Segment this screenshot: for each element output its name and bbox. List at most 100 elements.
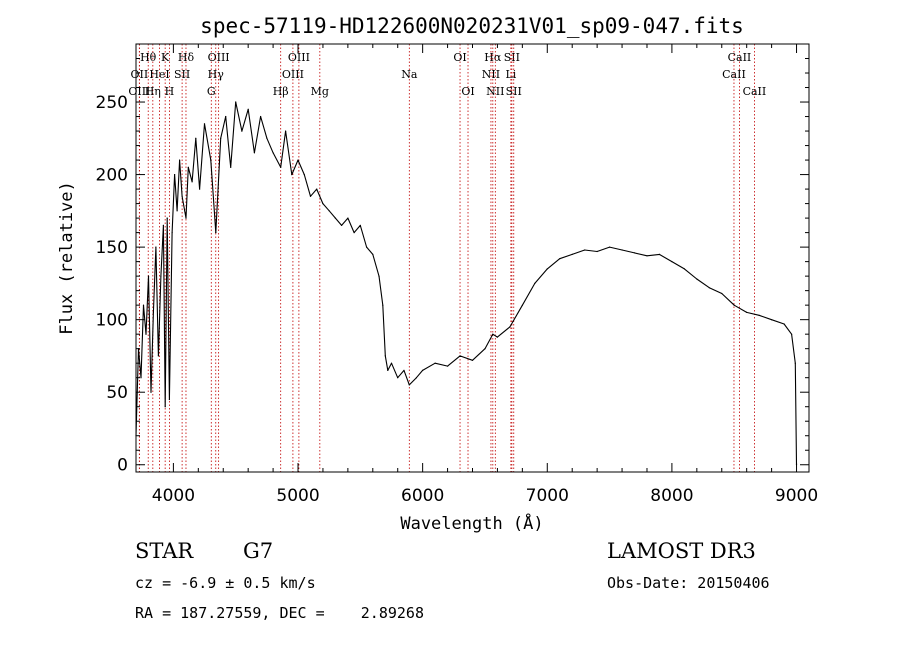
y-axis-label: Flux (relative) xyxy=(57,181,77,335)
spectrum-point xyxy=(280,166,282,168)
spectrum-point xyxy=(633,252,636,254)
spectrum-point xyxy=(471,359,474,361)
spectrum-point xyxy=(297,159,299,161)
y-tick-label: 0 xyxy=(117,456,128,476)
spectrum-point xyxy=(384,355,386,357)
spectrum-point xyxy=(260,115,262,118)
x-axis-ticks: 4000 5000 6000 7000 8000 9000 xyxy=(152,44,818,506)
spectrum-point xyxy=(341,224,343,226)
spectrum-point xyxy=(708,287,710,289)
spectral-line-label: Hθ xyxy=(140,51,157,64)
spectrum-point xyxy=(492,333,494,335)
spectral-line-label: NII xyxy=(486,85,504,98)
spectral-line-label: OIII xyxy=(208,51,230,64)
spectrum-point xyxy=(303,174,305,176)
y-tick-label: 100 xyxy=(96,311,128,331)
spectrum-point xyxy=(794,362,796,364)
spectrum-point xyxy=(791,333,793,335)
object-class: STAR xyxy=(135,539,194,563)
spectrum-point xyxy=(382,304,384,306)
x-tick-label: 4000 xyxy=(152,486,195,506)
spectrum-point xyxy=(150,391,152,393)
spectrum-point xyxy=(157,355,159,357)
spectrum-point xyxy=(596,250,598,253)
x-tick-label: 9000 xyxy=(775,486,818,506)
spectrum-point xyxy=(366,246,368,248)
spectrum-point xyxy=(584,249,586,251)
spectral-line-label: SII xyxy=(174,68,190,81)
spectrum-point xyxy=(353,232,355,234)
spectrum-point xyxy=(683,268,686,270)
spectral-line-label: H xyxy=(165,85,175,98)
y-tick-label: 200 xyxy=(96,166,128,186)
spectrum-point xyxy=(174,174,176,176)
spectral-line-label: Li xyxy=(505,68,516,81)
spectral-line-label: Na xyxy=(401,68,418,81)
spectrum-point xyxy=(140,377,142,379)
spectrum-point xyxy=(415,377,417,379)
spectrum-point xyxy=(347,217,349,219)
spectral-line-label: Mg xyxy=(311,85,329,98)
spectrum-point xyxy=(230,166,232,168)
x-tick-label: 5000 xyxy=(276,486,319,506)
spectrum-point xyxy=(459,355,461,357)
spectrum-point xyxy=(176,210,178,212)
spectral-line-label: OIII xyxy=(128,85,150,98)
spectrum-point xyxy=(546,268,548,270)
spectrum-point xyxy=(241,130,243,132)
spectral-line-label: G xyxy=(207,85,216,98)
spectral-line-label: OII xyxy=(131,68,149,81)
spectrum-series xyxy=(135,101,798,466)
x-tick-label: 7000 xyxy=(526,486,569,506)
spectral-line-label: HeI xyxy=(149,68,169,81)
spectrum-point xyxy=(316,188,318,190)
spectrum-point xyxy=(253,152,255,154)
spectrum-point xyxy=(733,304,735,306)
spectrum-point xyxy=(771,319,773,321)
spectrum-point xyxy=(235,101,237,103)
spectrum-point xyxy=(220,137,222,139)
spectrum-point xyxy=(195,137,197,139)
spectrum-line xyxy=(135,101,798,465)
spectrum-point xyxy=(164,406,166,408)
spectrum-point xyxy=(509,326,511,328)
spectrum-point xyxy=(168,398,170,401)
redshift-readout: cz = -6.9 ± 0.5 km/s xyxy=(135,574,316,592)
x-axis-label: Wavelength (Å) xyxy=(400,512,543,534)
spectrum-point xyxy=(397,377,399,379)
spectrum-point xyxy=(758,314,760,316)
spectrum-point xyxy=(422,369,424,371)
spectrum-point xyxy=(309,195,312,197)
spectral-line-label: CaII xyxy=(743,85,767,98)
spectrum-point xyxy=(285,130,287,132)
spectrum-point xyxy=(199,188,201,190)
spectrum-point xyxy=(746,311,748,313)
spectrum-point xyxy=(484,348,486,350)
spectral-line-label: OI xyxy=(453,51,466,64)
spectral-line-label: Hγ xyxy=(208,68,225,81)
x-tick-label: 6000 xyxy=(401,486,444,506)
spectrum-point xyxy=(291,174,293,176)
spectrum-point xyxy=(203,123,206,125)
spectrum-point xyxy=(390,362,393,364)
spectrum-point xyxy=(191,181,193,183)
spectrum-point xyxy=(447,365,449,367)
spectrum-point xyxy=(142,304,145,306)
spectrum-point xyxy=(403,369,405,371)
spectrum-point xyxy=(185,217,187,219)
spectrum-point xyxy=(171,232,173,234)
spectrum-point xyxy=(155,246,157,248)
spectrum-point xyxy=(152,311,154,313)
spectrum-point xyxy=(359,224,361,226)
spectral-line-label: Hβ xyxy=(273,85,289,98)
spectrum-point xyxy=(328,210,330,212)
spectral-line-label: Hα xyxy=(484,51,502,64)
spectrum-point xyxy=(162,224,164,226)
observation-date: Obs-Date: 20150406 xyxy=(607,574,770,592)
spectrum-point xyxy=(671,261,673,263)
spectral-line-label: OIII xyxy=(288,51,310,64)
spectrum-point xyxy=(372,253,374,255)
spectrum-point xyxy=(210,159,212,161)
object-subclass: G7 xyxy=(243,539,274,563)
y-tick-label: 50 xyxy=(106,383,128,403)
